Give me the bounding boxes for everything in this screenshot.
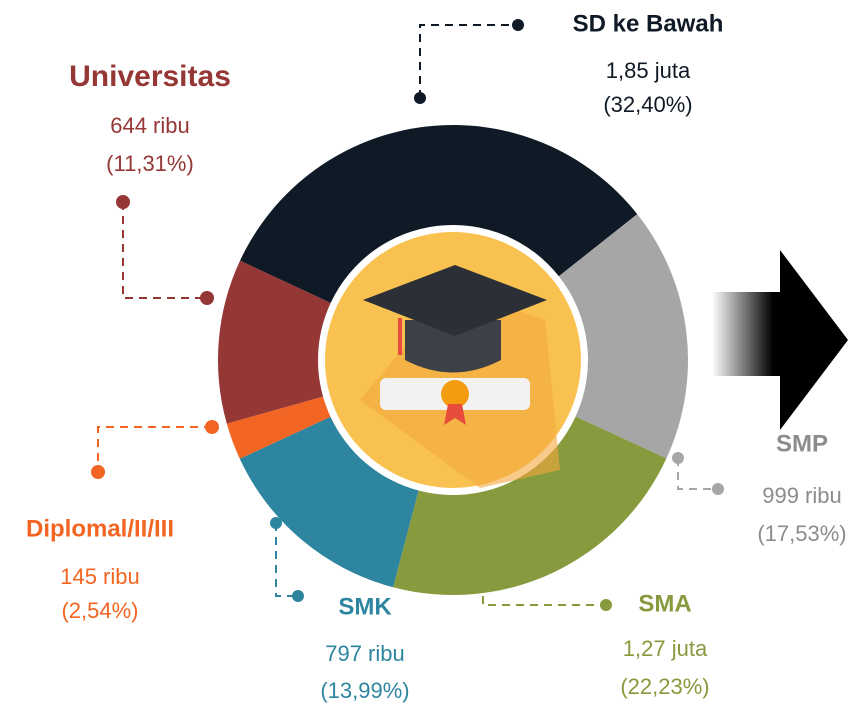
value-label: (22,23%) <box>620 674 709 699</box>
value-label: (2,54%) <box>61 598 138 623</box>
donut-segment <box>558 214 688 459</box>
donut-segment <box>217 260 331 424</box>
labels: SD ke Bawah 1,85 juta (32,40%) SMP 999 r… <box>26 10 847 702</box>
amount-label: 999 ribu <box>762 483 842 508</box>
donut-segment <box>240 124 638 303</box>
category-label: Diplomal/II/III <box>26 515 174 542</box>
value-label: (13,99%) <box>320 678 409 703</box>
value-label: (11,31%) <box>106 151 194 176</box>
amount-label: 644 ribu <box>110 113 190 138</box>
value-label: (32,40%) <box>603 92 692 117</box>
category-label: Universitas <box>69 60 231 93</box>
donut <box>217 124 688 595</box>
value-label: (17,53%) <box>757 521 846 546</box>
donut-segment <box>239 416 419 588</box>
category-label: SD ke Bawah <box>573 10 724 37</box>
leaders <box>91 19 724 611</box>
amount-label: 1,85 juta <box>606 58 691 83</box>
center-icon <box>325 232 581 488</box>
amount-label: 1,27 juta <box>623 636 708 661</box>
amount-label: 145 ribu <box>60 564 140 589</box>
category-label: SMA <box>638 590 691 617</box>
donut-segment <box>226 396 331 459</box>
arrow <box>712 250 848 430</box>
amount-label: 797 ribu <box>325 641 405 666</box>
category-label: SMK <box>338 593 392 620</box>
category-label: SMP <box>776 430 828 457</box>
donut-segment <box>393 416 667 595</box>
